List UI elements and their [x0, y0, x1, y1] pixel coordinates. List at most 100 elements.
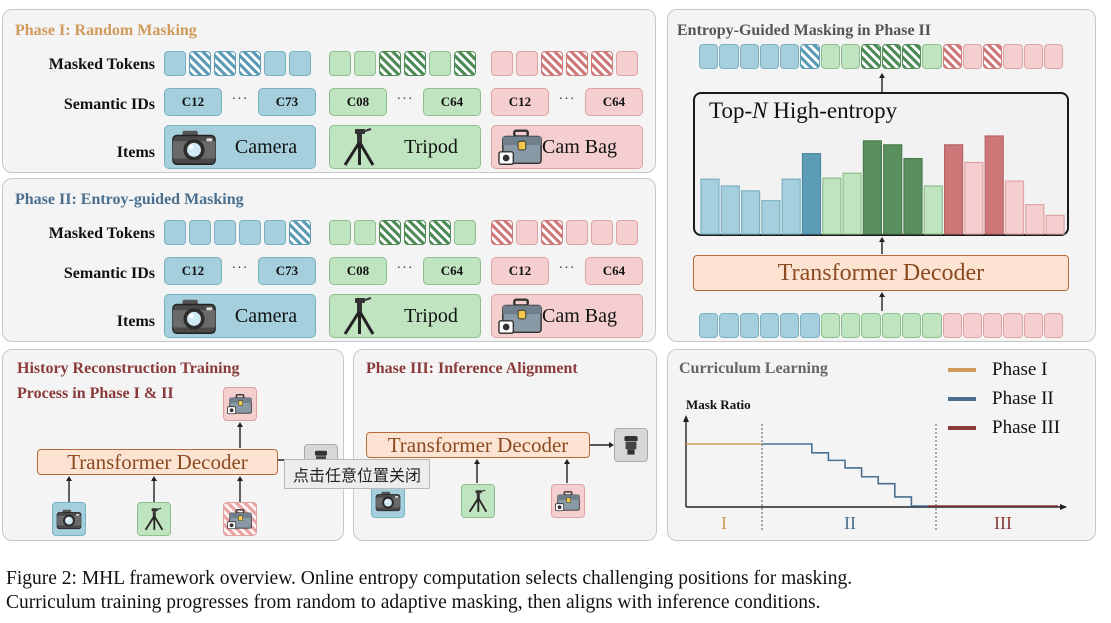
masked-token: [566, 51, 588, 76]
token: [739, 44, 759, 69]
semantic-id: C64: [585, 88, 643, 116]
token: [881, 313, 901, 338]
entropy-bar-selected: [984, 135, 1004, 235]
entropy-bar: [842, 172, 862, 235]
token: [719, 313, 739, 338]
series-line-phase2: [762, 443, 928, 507]
token: [1044, 44, 1064, 69]
ellipsis: ···: [396, 92, 414, 107]
semantic-id: C12: [491, 88, 549, 116]
legend-phase1: Phase I: [948, 359, 1047, 381]
entropy-bar: [740, 190, 761, 235]
semantic-id: C64: [423, 257, 481, 285]
region-label-iii: III: [994, 513, 1012, 533]
x-axis-arrowhead: [1060, 504, 1067, 510]
item-label: Camera: [234, 304, 298, 327]
arrow-history-camera-to-decoder: [66, 476, 72, 502]
token: [591, 220, 613, 245]
token: [164, 51, 186, 76]
item-label: Camera: [234, 135, 298, 158]
token: [962, 44, 983, 69]
token: [189, 220, 211, 245]
close-hint-tooltip[interactable]: 点击任意位置关闭: [284, 459, 431, 489]
entropy-bar: [720, 185, 740, 235]
semantic-id-group-red: C12 ··· C64: [491, 88, 643, 116]
entropy-bar: [1025, 203, 1045, 235]
masked-token: [983, 44, 1003, 69]
token: [780, 44, 800, 69]
entropy-bar-chart: [700, 135, 1065, 235]
ellipsis: ···: [396, 261, 414, 276]
phase3-transformer-decoder: Transformer Decoder: [366, 432, 590, 458]
masked-token: [541, 220, 563, 245]
masked-token: [379, 51, 401, 76]
caption-line2: Curriculum training progresses from rand…: [6, 592, 821, 613]
semantic-id: C12: [491, 257, 549, 285]
masked-token: [541, 51, 563, 76]
entropy-bar: [964, 161, 984, 235]
top-n-entropy-box: Top-N High-entropy: [693, 92, 1069, 236]
token: [289, 51, 311, 76]
history-input-camera: [52, 502, 86, 536]
token: [1023, 44, 1044, 69]
item-cam-bag: Cam Bag: [491, 294, 643, 338]
item-label: Tripod: [404, 304, 458, 327]
entropy-transformer-decoder: Transformer Decoder: [693, 255, 1069, 291]
entropy-input-tokens: [699, 313, 1064, 338]
token: [759, 313, 780, 338]
masked-token: [404, 51, 426, 76]
entropy-bar-selected: [801, 153, 822, 235]
camera-icon: [375, 490, 401, 512]
semantic-id: C73: [258, 88, 316, 116]
masked-token-group-green: [329, 51, 476, 76]
camera-icon: [171, 296, 217, 336]
masked-token-group-red: [491, 220, 638, 245]
phase1-title: Phase I: Random Masking: [15, 22, 197, 39]
legend-phase3: Phase III: [948, 417, 1060, 439]
masked-token: [289, 220, 311, 245]
token: [1044, 313, 1064, 338]
masked-token: [379, 220, 401, 245]
row-label-semantic-ids: Semantic IDs: [63, 265, 155, 282]
token: [429, 51, 451, 76]
arrow-tokens-to-decoder: [879, 292, 885, 311]
semantic-id: C08: [329, 88, 387, 116]
y-axis-arrowhead: [683, 415, 689, 422]
token: [516, 220, 538, 245]
entropy-bar: [781, 178, 801, 235]
semantic-id-group-green: C08 ··· C64: [329, 88, 481, 116]
arrow-phase3-decoder-to-lens: [590, 442, 614, 448]
masked-token: [491, 220, 513, 245]
token: [1003, 44, 1023, 69]
token: [901, 313, 922, 338]
camera-bag-icon: [498, 296, 544, 336]
item-tripod: Tripod: [329, 294, 481, 338]
masked-token: [429, 220, 451, 245]
row-label-items: Items: [116, 144, 155, 161]
arrow-history-decoder-to-output: [237, 422, 243, 448]
token: [820, 44, 841, 69]
masked-token: [189, 51, 211, 76]
history-title-line2: Process in Phase I & II: [17, 385, 174, 402]
phase3-input-tripod: [461, 484, 495, 518]
entropy-bar: [923, 185, 943, 235]
item-camera: Camera: [164, 294, 316, 338]
masked-token: [591, 51, 613, 76]
camera-icon: [171, 127, 217, 167]
region-label-ii: II: [844, 513, 856, 533]
ellipsis: ···: [558, 92, 576, 107]
phase2-title: Phase II: Entroy-guided Masking: [15, 191, 244, 208]
row-label-semantic-ids: Semantic IDs: [63, 96, 155, 113]
token: [491, 51, 513, 76]
entropy-bar: [822, 177, 842, 235]
ellipsis: ···: [231, 261, 249, 276]
entropy-bar-selected: [862, 140, 882, 235]
token: [699, 313, 719, 338]
history-input-tripod: [137, 502, 171, 536]
token: [616, 51, 638, 76]
semantic-id: C64: [423, 88, 481, 116]
token: [1003, 313, 1023, 338]
entropy-bar-selected: [903, 157, 923, 235]
token: [922, 44, 942, 69]
camera-bag-icon: [227, 507, 253, 531]
